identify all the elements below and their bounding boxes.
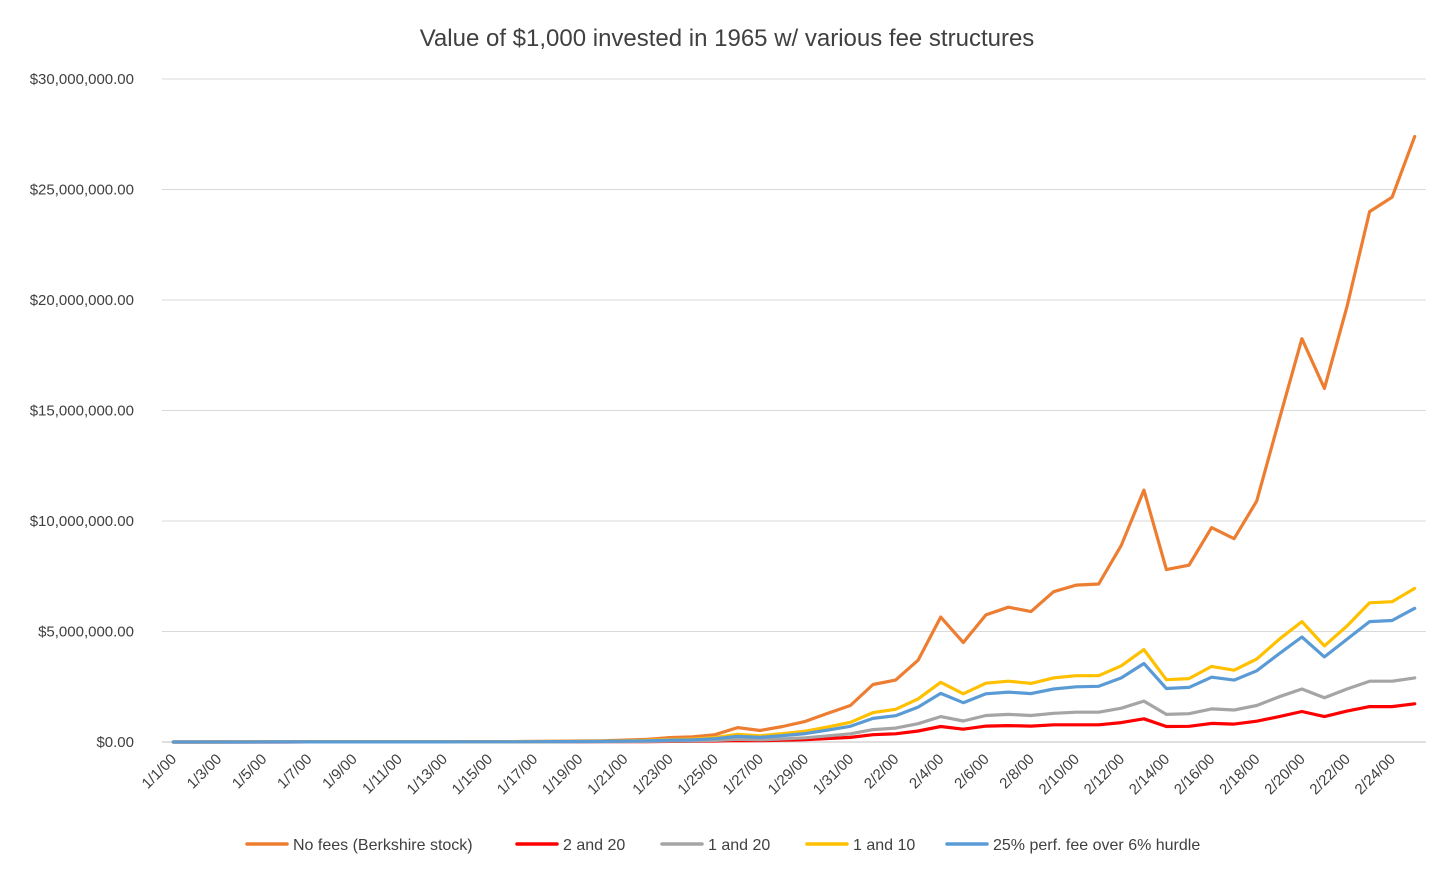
legend-label: No fees (Berkshire stock) [293, 837, 473, 854]
x-tick-label: 2/4/00 [906, 751, 948, 793]
y-tick-label: $15,000,000.00 [30, 403, 134, 420]
x-tick-label: 2/20/00 [1261, 751, 1308, 798]
x-tick-label: 1/13/00 [404, 751, 451, 798]
x-tick-label: 2/18/00 [1216, 751, 1263, 798]
legend-label: 25% perf. fee over 6% hurdle [993, 837, 1200, 854]
x-tick-label: 1/1/00 [139, 751, 181, 793]
x-tick-label: 1/7/00 [274, 751, 316, 793]
x-tick-label: 1/11/00 [359, 751, 406, 798]
y-tick-label: $0.00 [96, 734, 134, 751]
legend-label: 1 and 20 [708, 837, 770, 854]
x-tick-label: 1/23/00 [629, 751, 676, 798]
x-tick-label: 2/24/00 [1352, 751, 1399, 798]
x-tick-label: 2/14/00 [1126, 751, 1173, 798]
series-line-4 [171, 586, 1417, 744]
series-line-1 [171, 134, 1417, 744]
y-tick-label: $25,000,000.00 [30, 182, 134, 199]
x-tick-label: 1/9/00 [319, 751, 361, 793]
y-tick-label: $5,000,000.00 [38, 624, 134, 641]
x-tick-label: 1/19/00 [539, 751, 586, 798]
x-tick-label: 1/3/00 [184, 751, 226, 793]
x-tick-label: 2/2/00 [861, 751, 903, 793]
x-tick-label: 1/25/00 [674, 751, 721, 798]
y-axis: $0.00 $5,000,000.00 $10,000,000.00 $15,000,… [30, 71, 134, 751]
x-tick-label: 1/17/00 [494, 751, 541, 798]
x-tick-label: 1/31/00 [810, 751, 857, 798]
series-line-5 [171, 606, 1417, 744]
x-tick-label: 1/15/00 [449, 751, 496, 798]
legend-label: 1 and 10 [853, 837, 915, 854]
chart-title: Value of $1,000 invested in 1965 w/ vari… [420, 25, 1035, 52]
x-tick-label: 1/21/00 [584, 751, 631, 798]
x-tick-label: 2/22/00 [1306, 751, 1353, 798]
legend: No fees (Berkshire stock) 2 and 20 1 and 2… [245, 837, 1200, 854]
y-tick-label: $20,000,000.00 [30, 292, 134, 309]
x-tick-label: 1/27/00 [720, 751, 767, 798]
x-tick-label: 2/12/00 [1081, 751, 1128, 798]
gridlines [162, 78, 1426, 743]
x-tick-label: 2/16/00 [1171, 751, 1218, 798]
legend-label: 2 and 20 [563, 837, 625, 854]
y-tick-label: $10,000,000.00 [30, 513, 134, 530]
x-tick-label: 2/10/00 [1036, 751, 1083, 798]
x-tick-label: 1/5/00 [229, 751, 271, 793]
x-tick-label: 2/6/00 [951, 751, 993, 793]
x-tick-label: 2/8/00 [996, 751, 1038, 793]
x-tick-label: 1/29/00 [765, 751, 812, 798]
series-lines [171, 134, 1417, 744]
x-axis: 1/1/00 1/3/00 1/5/00 1/7/00 1/9/001/11/001/1… [139, 741, 1426, 798]
y-tick-label: $30,000,000.00 [30, 71, 134, 88]
